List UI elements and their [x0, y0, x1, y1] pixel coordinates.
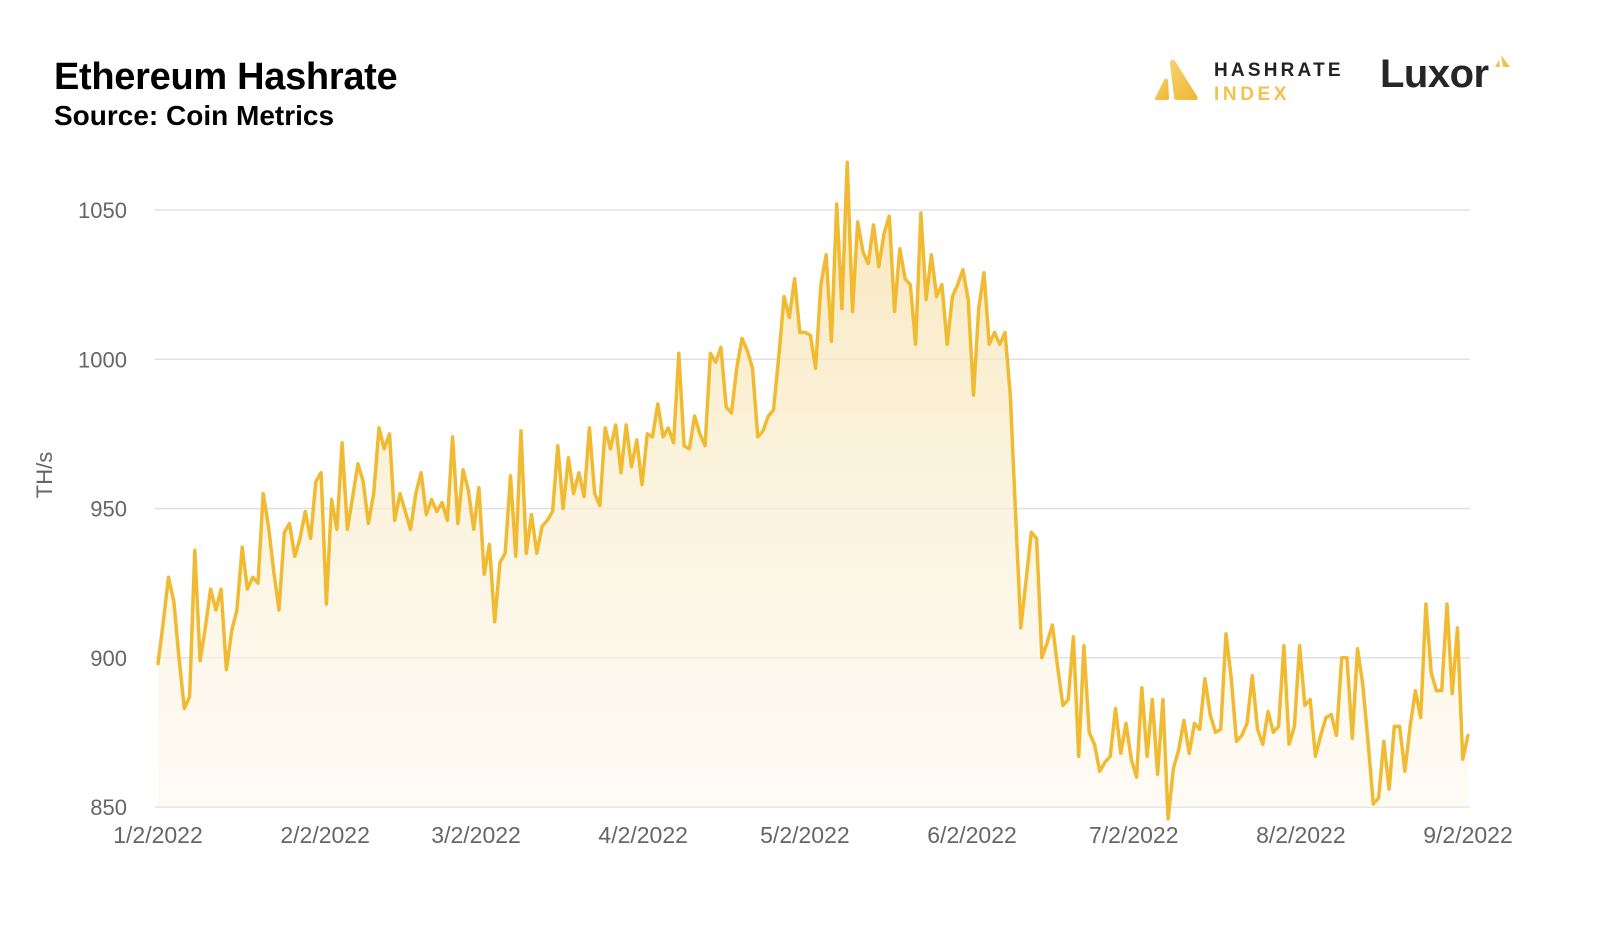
x-tick-label: 8/2/2022: [1256, 822, 1346, 848]
y-axis-ticks: 850 900 950 1000 1050: [78, 198, 127, 820]
y-tick-label: 1050: [78, 198, 127, 223]
chart-subtitle: Source: Coin Metrics: [54, 100, 335, 131]
hashrate-line: [156, 160, 1470, 821]
chart-title: Ethereum Hashrate: [54, 56, 398, 98]
y-tick-label: 900: [90, 646, 127, 671]
luxor-mark-icon: [1495, 55, 1510, 67]
x-tick-label: 5/2/2022: [760, 822, 850, 848]
x-tick-label: 4/2/2022: [598, 822, 688, 848]
y-tick-label: 850: [90, 795, 127, 820]
hashrate-area: [158, 162, 1468, 819]
hashrate-index-logo: HASHRATE INDEX: [1152, 58, 1352, 108]
hashrate-index-line2: INDEX: [1214, 84, 1291, 105]
x-tick-label: 9/2/2022: [1423, 822, 1513, 848]
y-tick-label: 950: [90, 497, 127, 522]
x-tick-label: 1/2/2022: [113, 822, 203, 848]
y-tick-label: 1000: [78, 347, 127, 372]
x-tick-label: 7/2/2022: [1089, 822, 1179, 848]
x-tick-label: 6/2/2022: [927, 822, 1017, 848]
luxor-logo: Luxor: [1380, 52, 1510, 97]
luxor-wordmark: Luxor: [1380, 52, 1489, 96]
x-axis-ticks: 1/2/2022 2/2/2022 3/2/2022 4/2/2022 5/2/2022…: [113, 822, 1513, 848]
x-tick-label: 3/2/2022: [431, 822, 521, 848]
x-tick-label: 2/2/2022: [280, 822, 370, 848]
hashrate-index-mark-icon: [1154, 59, 1198, 100]
y-axis-label: TH/s: [32, 452, 57, 498]
hashrate-index-line1: HASHRATE: [1214, 60, 1344, 81]
